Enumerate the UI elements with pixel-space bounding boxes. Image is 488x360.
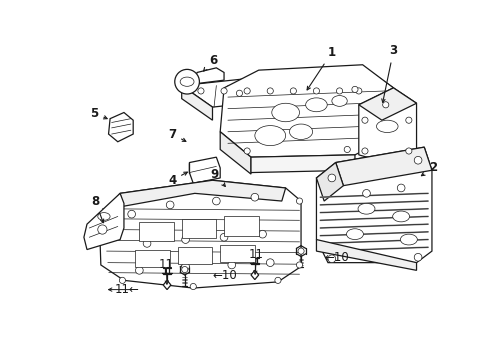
Circle shape bbox=[236, 90, 242, 96]
Circle shape bbox=[143, 239, 151, 247]
Polygon shape bbox=[250, 155, 354, 172]
Circle shape bbox=[405, 148, 411, 154]
Circle shape bbox=[174, 69, 199, 94]
Circle shape bbox=[290, 88, 296, 94]
Circle shape bbox=[413, 156, 421, 164]
Circle shape bbox=[119, 277, 125, 283]
Text: ←10: ←10 bbox=[212, 269, 237, 282]
Circle shape bbox=[351, 86, 357, 93]
Circle shape bbox=[258, 230, 266, 238]
Text: 2: 2 bbox=[421, 161, 436, 176]
Text: 11: 11 bbox=[159, 258, 173, 271]
Polygon shape bbox=[194, 68, 224, 83]
Circle shape bbox=[396, 184, 404, 192]
Circle shape bbox=[212, 197, 220, 205]
Polygon shape bbox=[250, 270, 258, 280]
Circle shape bbox=[166, 201, 174, 209]
Circle shape bbox=[327, 174, 335, 182]
Polygon shape bbox=[220, 65, 393, 157]
Polygon shape bbox=[316, 163, 343, 201]
Circle shape bbox=[98, 225, 107, 234]
Circle shape bbox=[361, 148, 367, 154]
Polygon shape bbox=[316, 239, 416, 270]
Ellipse shape bbox=[331, 95, 346, 106]
Text: 5: 5 bbox=[90, 107, 107, 120]
Circle shape bbox=[266, 88, 273, 94]
Circle shape bbox=[361, 117, 367, 123]
Polygon shape bbox=[189, 157, 220, 183]
Circle shape bbox=[244, 148, 250, 154]
Circle shape bbox=[190, 283, 196, 289]
Circle shape bbox=[274, 277, 281, 283]
Circle shape bbox=[127, 210, 135, 218]
Ellipse shape bbox=[180, 77, 194, 86]
Bar bbox=[224, 216, 258, 236]
Circle shape bbox=[382, 102, 388, 108]
Text: 4: 4 bbox=[168, 172, 187, 187]
Circle shape bbox=[344, 147, 349, 153]
Ellipse shape bbox=[305, 98, 326, 112]
Ellipse shape bbox=[392, 211, 409, 222]
Circle shape bbox=[336, 88, 342, 94]
Text: 7: 7 bbox=[168, 127, 185, 141]
Circle shape bbox=[182, 263, 189, 270]
Text: 9: 9 bbox=[210, 168, 225, 186]
Bar bbox=[182, 219, 216, 238]
Text: 8: 8 bbox=[91, 194, 103, 223]
Text: 11: 11 bbox=[248, 248, 264, 261]
Polygon shape bbox=[99, 193, 122, 232]
Ellipse shape bbox=[376, 120, 397, 132]
Text: 6: 6 bbox=[203, 54, 217, 71]
Polygon shape bbox=[335, 147, 431, 186]
Polygon shape bbox=[182, 66, 393, 107]
Circle shape bbox=[244, 88, 250, 94]
Ellipse shape bbox=[357, 203, 374, 214]
Polygon shape bbox=[182, 86, 212, 120]
Bar bbox=[220, 245, 254, 262]
Polygon shape bbox=[220, 132, 250, 174]
Circle shape bbox=[362, 189, 369, 197]
Circle shape bbox=[266, 259, 274, 266]
Circle shape bbox=[296, 262, 302, 268]
Bar bbox=[135, 249, 170, 266]
Ellipse shape bbox=[400, 234, 416, 245]
Circle shape bbox=[405, 117, 411, 123]
Polygon shape bbox=[108, 112, 133, 142]
Circle shape bbox=[198, 88, 203, 94]
Polygon shape bbox=[163, 280, 171, 289]
Polygon shape bbox=[84, 193, 123, 249]
Circle shape bbox=[220, 233, 227, 241]
Ellipse shape bbox=[346, 229, 363, 239]
Ellipse shape bbox=[289, 124, 312, 139]
Circle shape bbox=[221, 88, 226, 94]
Text: ←10: ←10 bbox=[324, 251, 348, 264]
Polygon shape bbox=[358, 88, 416, 120]
Text: 11←: 11← bbox=[115, 283, 139, 296]
Circle shape bbox=[250, 193, 258, 201]
Circle shape bbox=[135, 266, 143, 274]
Circle shape bbox=[355, 88, 361, 94]
Circle shape bbox=[296, 198, 302, 204]
Ellipse shape bbox=[254, 126, 285, 145]
Circle shape bbox=[297, 248, 304, 254]
Bar bbox=[139, 222, 174, 241]
Text: 3: 3 bbox=[381, 44, 397, 102]
Circle shape bbox=[413, 253, 421, 261]
Polygon shape bbox=[99, 180, 301, 288]
Circle shape bbox=[227, 261, 235, 269]
Circle shape bbox=[182, 266, 187, 273]
Circle shape bbox=[182, 236, 189, 243]
Polygon shape bbox=[358, 88, 416, 165]
Ellipse shape bbox=[98, 213, 110, 220]
Polygon shape bbox=[120, 180, 285, 206]
Circle shape bbox=[327, 255, 335, 263]
Circle shape bbox=[313, 88, 319, 94]
Polygon shape bbox=[316, 147, 431, 263]
Text: 1: 1 bbox=[306, 46, 335, 90]
Bar bbox=[178, 247, 212, 264]
Ellipse shape bbox=[271, 103, 299, 122]
